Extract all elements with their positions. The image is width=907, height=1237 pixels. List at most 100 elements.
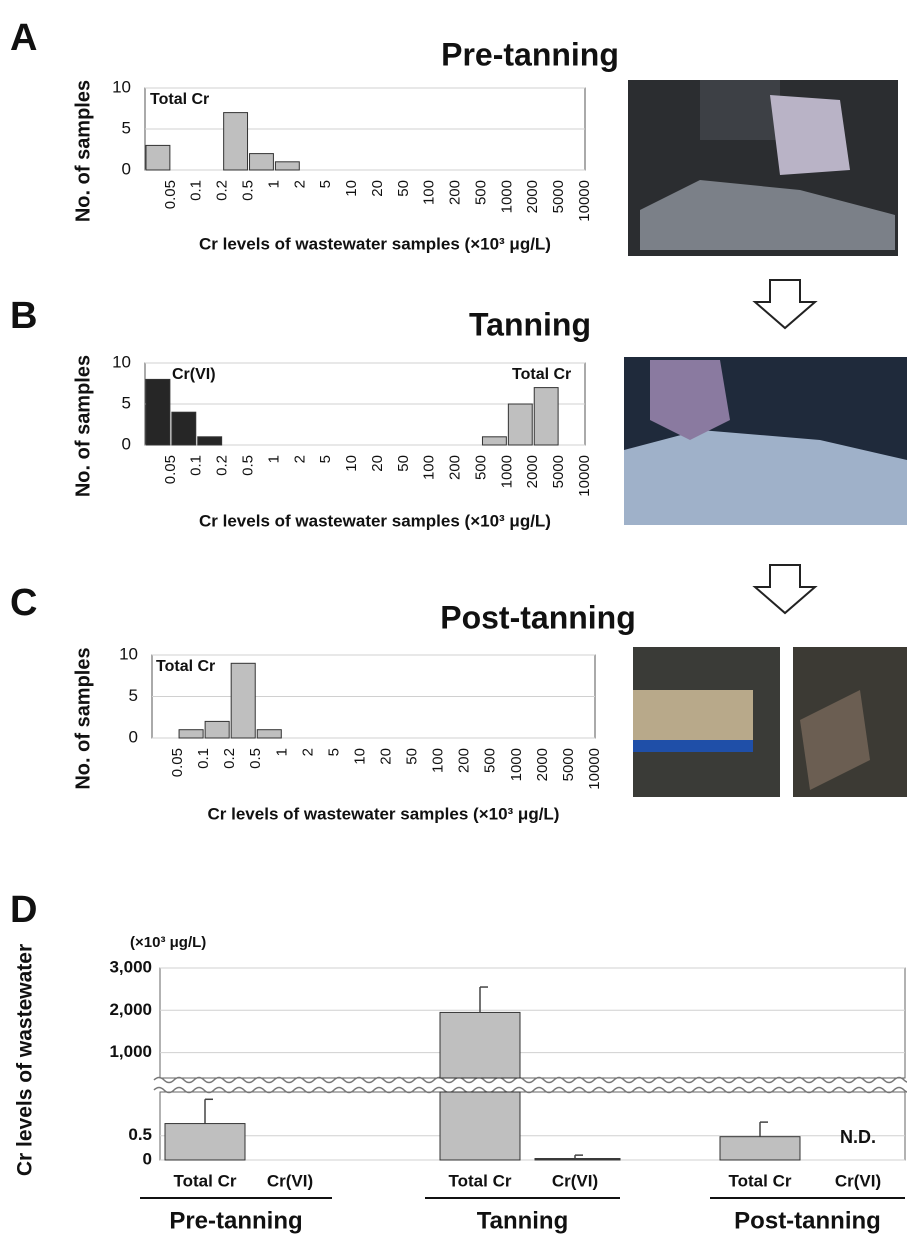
- x-tick-label: 0.2: [214, 180, 231, 201]
- y-tick-label: 10: [112, 352, 131, 371]
- x-tick-label: 20: [377, 748, 394, 765]
- x-tick-label: 0.5: [239, 180, 256, 201]
- bar: [440, 1092, 520, 1160]
- x-tick-label: Total Cr: [449, 1171, 512, 1190]
- y-tick-label: 0: [122, 159, 131, 178]
- panel-label: A: [10, 17, 37, 59]
- bar: [146, 145, 170, 170]
- bar: [198, 437, 222, 445]
- bar: [482, 437, 506, 445]
- photo-detail: [633, 690, 753, 740]
- chart-title: Post-tanning: [440, 599, 636, 635]
- x-tick-label: Total Cr: [174, 1171, 237, 1190]
- y-tick-label: 2,000: [109, 1000, 152, 1019]
- arrow: [755, 280, 815, 328]
- chart-title: Tanning: [469, 306, 591, 342]
- y-tick-label: 10: [119, 644, 138, 663]
- bar: [720, 1137, 800, 1160]
- y-axis-label: No. of samples: [72, 647, 94, 789]
- x-tick-label: 1: [265, 180, 282, 188]
- x-tick-label: 0.2: [214, 455, 231, 476]
- x-tick-label: 50: [404, 748, 421, 765]
- y-tick-label: 0: [143, 1149, 152, 1168]
- x-tick-label: 1000: [498, 455, 515, 488]
- x-tick-label: 5: [317, 455, 334, 463]
- bar: [275, 162, 299, 170]
- y-tick-label: 5: [122, 393, 131, 412]
- x-tick-label: 0.2: [221, 748, 238, 769]
- x-tick-label: 5: [325, 748, 342, 756]
- y-tick-label: 0.5: [128, 1125, 152, 1144]
- annotation: N.D.: [840, 1127, 876, 1147]
- x-tick-label: 500: [472, 180, 489, 205]
- x-tick-label: 200: [447, 180, 464, 205]
- x-tick-label: 200: [456, 748, 473, 773]
- x-tick-label: 0.1: [188, 180, 205, 201]
- x-tick-label: 1000: [508, 748, 525, 781]
- y-tick-label: 0: [122, 434, 131, 453]
- y-tick-label: 0: [129, 727, 138, 746]
- bar: [231, 663, 255, 738]
- chart-title: Pre-tanning: [441, 36, 619, 72]
- x-tick-label: 100: [430, 748, 447, 773]
- x-tick-label: 0.5: [247, 748, 264, 769]
- figure: APre-tanningNo. of samples05100.050.10.2…: [0, 0, 907, 1237]
- series-label: Cr(VI): [172, 366, 216, 383]
- photos: [624, 80, 907, 797]
- x-tick-label: 5: [317, 180, 334, 188]
- x-tick-label: 100: [421, 180, 438, 205]
- y-tick-label: 10: [112, 77, 131, 96]
- photo-detail: [700, 80, 780, 140]
- x-axis-label: Cr levels of wastewater samples (×10³ μg…: [199, 511, 551, 530]
- x-tick-label: 10000: [576, 180, 593, 222]
- group-label: Tanning: [477, 1207, 569, 1234]
- y-tick-label: 5: [122, 118, 131, 137]
- bar: [534, 388, 558, 445]
- x-tick-label: 10000: [576, 455, 593, 497]
- x-tick-label: 10: [351, 748, 368, 765]
- bar: [224, 113, 248, 170]
- x-tick-label: 500: [472, 455, 489, 480]
- group-label: Pre-tanning: [169, 1207, 302, 1234]
- y-tick-label: 1,000: [109, 1042, 152, 1061]
- x-tick-label: 2000: [524, 455, 541, 488]
- x-tick-label: 2000: [524, 180, 541, 213]
- x-tick-label: Total Cr: [729, 1171, 792, 1190]
- bar: [165, 1124, 245, 1160]
- y-tick-label: 5: [129, 686, 138, 705]
- x-tick-label: 5000: [550, 180, 567, 213]
- panel-label: B: [10, 295, 37, 337]
- group-label: Post-tanning: [734, 1207, 881, 1234]
- x-tick-label: 500: [482, 748, 499, 773]
- photo-detail: [633, 740, 753, 752]
- plot-frame: [160, 968, 905, 1078]
- x-tick-label: 0.5: [239, 455, 256, 476]
- x-tick-label: Cr(VI): [267, 1171, 313, 1190]
- x-tick-label: 10000: [586, 748, 603, 790]
- x-tick-label: Cr(VI): [552, 1171, 598, 1190]
- bar: [257, 730, 281, 738]
- x-tick-label: 200: [447, 455, 464, 480]
- bar: [205, 721, 229, 738]
- x-tick-label: 50: [395, 455, 412, 472]
- y-tick-label: 3,000: [109, 957, 152, 976]
- x-tick-label: 1: [273, 748, 290, 756]
- bar: [440, 1012, 520, 1078]
- bar: [179, 730, 203, 738]
- series-label: Total Cr: [512, 366, 571, 383]
- bar: [146, 379, 170, 445]
- x-tick-label: 0.05: [162, 180, 179, 209]
- x-tick-label: 100: [421, 455, 438, 480]
- x-tick-label: 0.1: [195, 748, 212, 769]
- x-tick-label: 2: [299, 748, 316, 756]
- x-tick-label: 50: [395, 180, 412, 197]
- bar: [250, 154, 274, 170]
- series-label: Total Cr: [156, 658, 215, 675]
- x-tick-label: 0.1: [188, 455, 205, 476]
- x-axis-label: Cr levels of wastewater samples (×10³ μg…: [199, 234, 551, 253]
- y-axis-label: No. of samples: [72, 80, 94, 222]
- x-tick-label: 20: [369, 180, 386, 197]
- x-tick-label: 10: [343, 180, 360, 197]
- panel-label: D: [10, 889, 37, 931]
- bar: [535, 1159, 620, 1160]
